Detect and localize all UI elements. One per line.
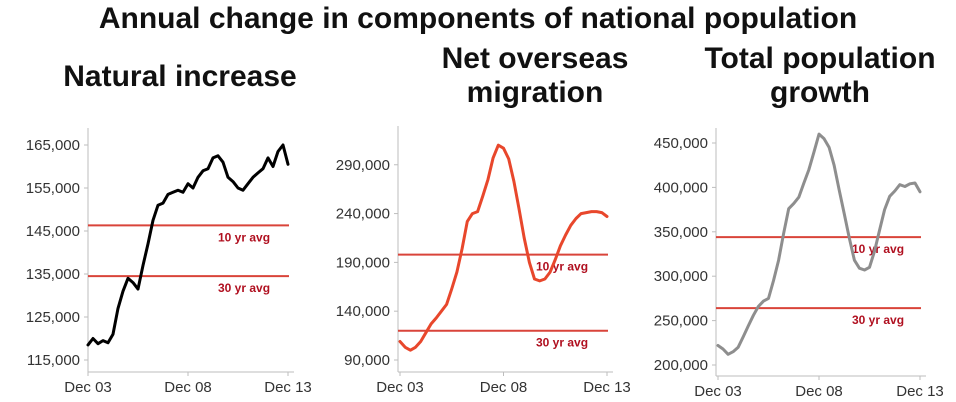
x-tick-label: Dec 08 xyxy=(164,379,212,396)
x-tick-label: Dec 13 xyxy=(264,379,312,396)
y-tick-label: 300,000 xyxy=(654,268,708,285)
y-tick-label: 200,000 xyxy=(654,357,708,374)
x-tick-label: Dec 03 xyxy=(376,379,424,396)
x-tick-label: Dec 08 xyxy=(480,379,528,396)
panel-natural-increase: 115,000 125,000 135,000 145,000 155,000 165,0… xyxy=(26,128,312,396)
y-tick-label: 350,000 xyxy=(654,224,708,241)
y-tick-label: 250,000 xyxy=(654,313,708,330)
reference-label-30yr: 30 yr avg xyxy=(852,313,904,327)
y-tick-label: 240,000 xyxy=(336,206,390,223)
y-tick-label: 190,000 xyxy=(336,254,390,271)
panel-net-overseas-migration: 90,000 140,000 190,000 240,000 290,000 Dec 03… xyxy=(336,126,631,396)
reference-label-10yr: 10 yr avg xyxy=(536,260,588,274)
series-line-total-population-growth xyxy=(716,132,922,356)
y-tick-label: 400,000 xyxy=(654,179,708,196)
panel-total-population-growth: 200,000 250,000 300,000 350,000 400,000 450,0… xyxy=(654,128,944,400)
y-tick-label: 165,000 xyxy=(26,137,80,154)
reference-label-10yr: 10 yr avg xyxy=(218,230,270,244)
y-tick-label: 115,000 xyxy=(27,352,80,369)
x-tick-label: Dec 03 xyxy=(694,383,742,400)
reference-label-10yr: 10 yr avg xyxy=(852,242,904,256)
reference-label-30yr: 30 yr avg xyxy=(218,281,270,295)
panel-title-total-population-growth: Total population growth xyxy=(704,42,936,109)
panel-title-natural-increase: Natural increase xyxy=(63,60,297,93)
y-tick-label: 145,000 xyxy=(26,223,80,240)
panel-title-net-overseas-migration: Net overseas migration xyxy=(441,42,629,109)
y-tick-label: 125,000 xyxy=(26,309,80,326)
y-tick-label: 135,000 xyxy=(26,266,80,283)
y-tick-label: 155,000 xyxy=(26,180,80,197)
x-tick-label: Dec 08 xyxy=(795,383,843,400)
y-tick-label: 450,000 xyxy=(654,135,708,152)
x-tick-label: Dec 03 xyxy=(64,379,112,396)
series-line-natural-increase xyxy=(86,143,290,347)
series-line-net-overseas-migration xyxy=(398,143,609,352)
y-tick-label: 290,000 xyxy=(336,157,390,174)
x-tick-label: Dec 13 xyxy=(583,379,631,396)
reference-label-30yr: 30 yr avg xyxy=(536,336,588,350)
x-tick-label: Dec 13 xyxy=(896,383,944,400)
chart-main-title: Annual change in components of national … xyxy=(98,2,858,35)
y-tick-label: 90,000 xyxy=(344,352,390,369)
y-tick-label: 140,000 xyxy=(336,303,390,320)
